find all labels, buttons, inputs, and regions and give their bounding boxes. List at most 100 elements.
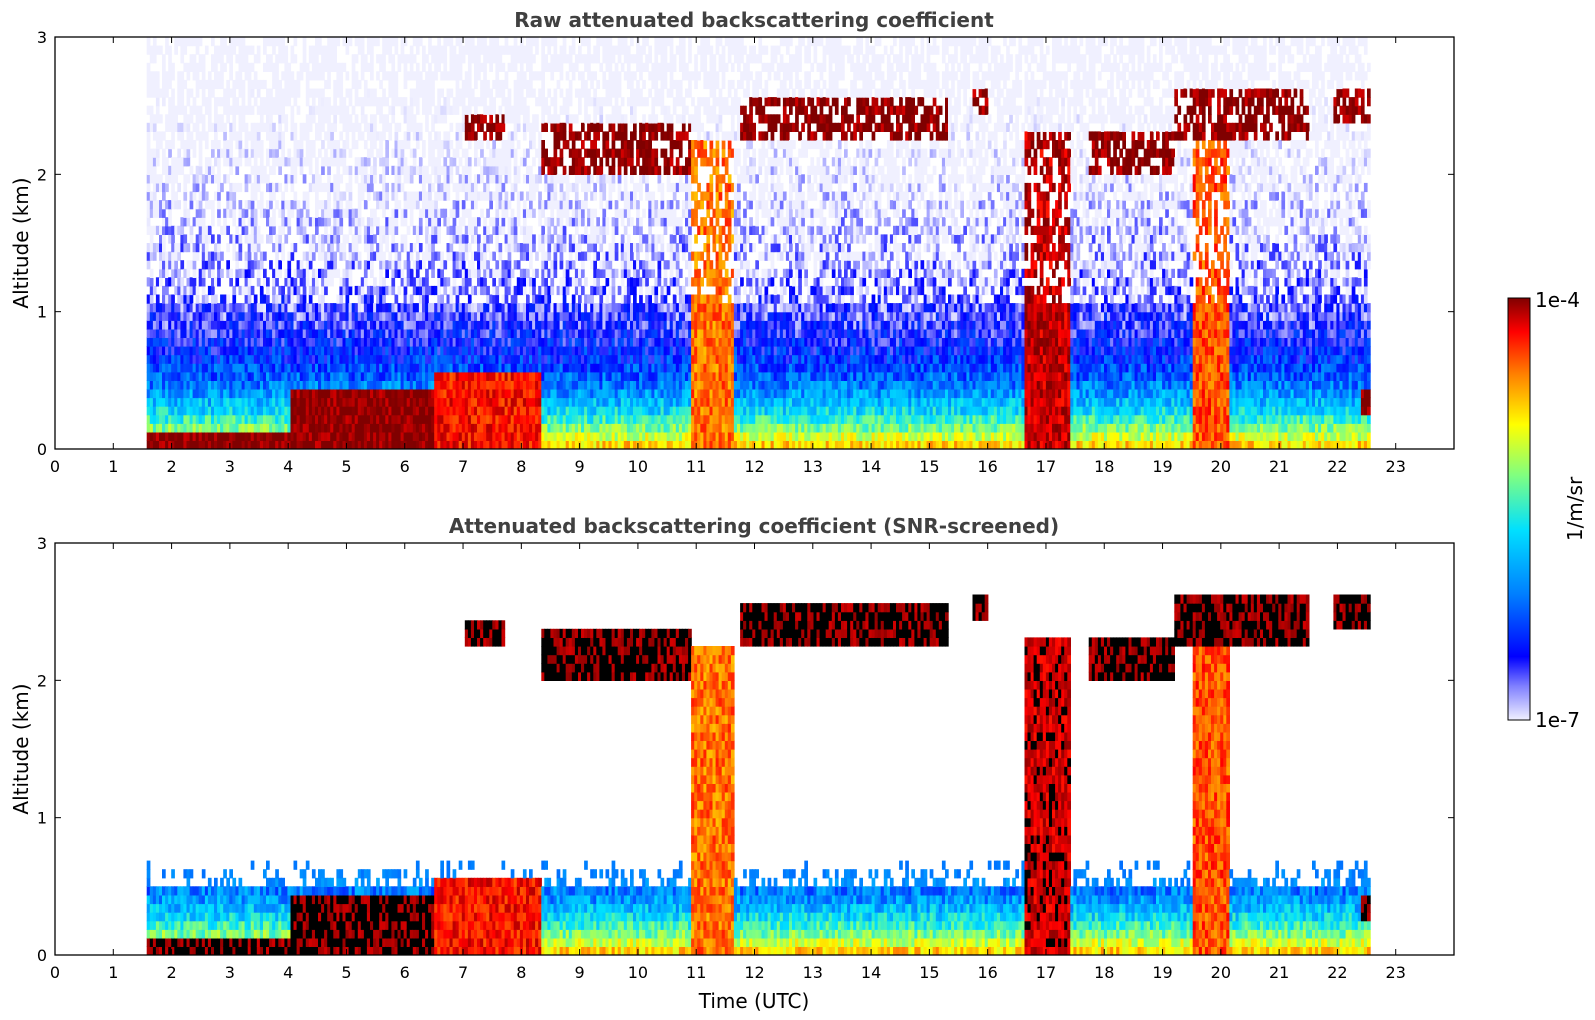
heatmap-cell [379,268,383,278]
heatmap-cell [308,414,313,424]
heatmap-cell [177,337,181,347]
heatmap-cell [238,54,243,64]
heatmap-cell [177,388,181,399]
heatmap-cell [253,303,258,313]
heatmap-cell [266,88,270,98]
heatmap-cell [168,225,172,235]
heatmap-cell [177,294,181,304]
heatmap-cell [440,346,444,356]
heatmap-cell [376,320,380,330]
heatmap-cell [437,363,441,373]
heatmap-cell [345,131,350,141]
heatmap-cell [287,328,292,338]
heatmap-cell [266,208,270,218]
heatmap-cell [293,311,298,321]
heatmap-cell [351,54,356,64]
heatmap-cell [201,217,206,227]
heatmap-cell [263,37,267,47]
heatmap-cell [290,431,295,441]
heatmap-cell [443,37,448,47]
heatmap-cell [330,45,334,55]
heatmap-cell [446,97,451,107]
heatmap-cell [336,406,341,416]
heatmap-cell [553,37,558,47]
heatmap-cell [452,45,457,55]
heatmap-cell [449,88,454,98]
heatmap-cell [238,62,243,72]
heatmap-cell [400,157,405,167]
heatmap-cell [382,37,386,47]
heatmap-cell [174,105,178,115]
heatmap-cell [324,234,328,244]
heatmap-cell [168,114,172,124]
heatmap-cell [235,182,240,193]
heatmap-cell [272,37,276,47]
heatmap-cell [186,346,191,356]
heatmap-cell [256,268,261,278]
heatmap-cell [275,62,279,72]
heatmap-cell [198,363,203,373]
heatmap-cell [434,397,438,407]
heatmap-cell [247,79,252,90]
heatmap-cell [486,243,490,253]
heatmap-cell [510,208,515,218]
heatmap-cell [391,414,396,424]
heatmap-cell [155,397,160,407]
heatmap-cell [168,354,172,364]
heatmap-cell [327,234,331,244]
heatmap-cell [311,140,316,150]
heatmap-cell [388,311,393,321]
heatmap-cell [284,440,289,449]
heatmap-cell [409,397,414,407]
heatmap-cell [152,174,157,184]
heatmap-cell [354,251,359,261]
heatmap-cell [486,260,490,270]
heatmap-cell [440,397,444,407]
heatmap-cell [394,414,399,424]
heatmap-cell [220,45,224,55]
heatmap-cell [351,354,356,364]
heatmap-cell [443,114,448,124]
heatmap-cell [272,268,276,278]
heatmap-cell [311,54,316,64]
heatmap-cell [229,88,233,98]
heatmap-cell [305,88,310,98]
heatmap-cell [373,311,377,321]
heatmap-cell [152,251,157,261]
heatmap-cell [434,200,438,210]
heatmap-cell [155,406,160,416]
heatmap-cell [406,388,411,399]
heatmap-cell [284,337,289,347]
heatmap-cell [278,380,282,390]
heatmap-cell [146,388,151,399]
heatmap-cell [272,243,276,253]
heatmap-cell [330,397,334,407]
heatmap-cell [159,140,163,150]
heatmap-cell [324,406,328,416]
heatmap-cell [174,191,178,201]
heatmap-cell [192,62,197,72]
heatmap-cell [406,131,411,141]
heatmap-cell [247,328,252,338]
heatmap-cell [253,346,258,356]
heatmap-cell [281,431,285,441]
heatmap-cell [379,225,383,235]
heatmap-cell [394,140,399,150]
heatmap-cell [434,406,438,416]
heatmap-cell [149,114,154,124]
heatmap-cell [162,243,166,253]
heatmap-cell [186,285,191,296]
heatmap-cell [211,260,215,270]
heatmap-cell [446,243,451,253]
heatmap-cell [162,363,166,373]
heatmap-cell [278,414,282,424]
heatmap-cell [373,337,377,347]
heatmap-cell [504,79,509,90]
heatmap-cell [165,346,169,356]
heatmap-cell [418,71,423,81]
heatmap-cell [446,37,451,47]
heatmap-cell [214,114,218,124]
heatmap-cell [360,303,365,313]
heatmap-cell [253,423,258,433]
heatmap-cell [201,260,206,270]
